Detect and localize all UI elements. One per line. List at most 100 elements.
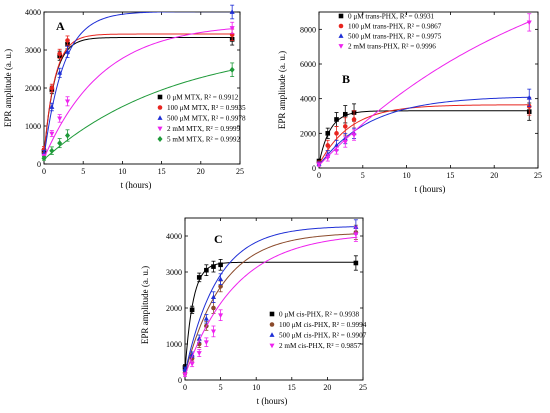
- panel-c-series-3-point: [203, 316, 209, 321]
- panel-c-series-4-point: [182, 372, 188, 378]
- panel-a-legend-marker-5: [157, 136, 163, 142]
- panel-a-series-3-point: [64, 49, 71, 54]
- panel-c-series-3-point: [353, 224, 359, 229]
- panel-a-series-5-point: [64, 132, 71, 139]
- panel-b-series-4-point: [316, 162, 322, 168]
- panel-b-legend-label-2: 100 μM trans-PHX, R² = 0.9867: [348, 23, 442, 31]
- panel-c-series-3-point: [218, 276, 224, 282]
- panel-b-series-4-point: [526, 20, 532, 26]
- panel-a-legend-label-3: 500 μM MTX, R² = 0.9978: [167, 115, 246, 123]
- panel-b-legend-marker-3: [338, 33, 344, 38]
- panel-c-letter: C: [214, 232, 223, 246]
- panel-b-legend-marker-2: [338, 23, 344, 29]
- panel-c-series-3-point: [189, 352, 195, 357]
- panel-c-y-tick-label: 4000: [166, 232, 182, 241]
- panel-c-legend-marker-4: [269, 343, 275, 349]
- panel-b-series-2-point: [334, 131, 339, 136]
- panel-b-series-2: [316, 97, 532, 166]
- panel-a-series-3: [41, 4, 235, 158]
- panel-a-legend-label-2: 100 μM MTX, R² = 0.9935: [167, 104, 246, 112]
- panel-c-legend-label-4: 2 mM cis-PHX, R² = 0.9857: [279, 342, 361, 350]
- panel-b-y-tick-label: 6000: [300, 60, 316, 69]
- panel-a-series-2-point: [57, 51, 62, 57]
- panel-b-series-1-point: [325, 131, 331, 136]
- panel-b-y-tick-label: 8000: [300, 25, 316, 34]
- panel-c-series-1-point: [189, 307, 195, 313]
- panel-a-series-4-point: [64, 99, 71, 105]
- panel-b-legend-label-3: 500 μM trans-PHX, R² = 0.9975: [348, 33, 442, 41]
- panel-a-series-3-fit-curve: [44, 12, 234, 158]
- panel-a-x-axis-label: t (hours): [121, 180, 152, 190]
- panel-c-series-1-point: [204, 267, 209, 273]
- panel-a-legend-label-1: 0 μM MTX, R² = 0.9912: [167, 94, 239, 102]
- panel-c-series-1-point: [218, 262, 223, 268]
- panel-b-series-4-point: [333, 148, 340, 154]
- panel-b-plot-frame: [318, 11, 539, 169]
- panel-c-series-4-point: [218, 313, 224, 318]
- panel-c-x-tick-label: 5: [219, 383, 223, 392]
- panel-c-legend-marker-3: [269, 332, 275, 337]
- panel-b-series-2-point: [351, 117, 357, 122]
- panel-a-x-tick-label: 25: [236, 167, 244, 176]
- panel-b-series-4: [316, 13, 532, 168]
- panel-c-y-tick-label: 3000: [166, 268, 182, 277]
- panel-b-series-4-point: [351, 133, 357, 138]
- panel-c: C t (hours) EPR amplitude (a. u.) 0 5 10 15…: [140, 217, 367, 406]
- panel-c-x-tick-label: 25: [359, 383, 367, 392]
- panel-c-series-3-fit-curve: [185, 226, 358, 373]
- panel-a-y-axis-label: EPR amplitude (a. u.): [3, 49, 13, 127]
- panel-c-series-4: [182, 226, 359, 378]
- panel-c-series-1-point: [353, 260, 359, 266]
- panel-c-series-4-point: [196, 351, 202, 356]
- panel-a-series-2-point: [65, 38, 70, 43]
- panel-a-series-1-fit-curve: [44, 36, 234, 157]
- panel-c-series-3-point: [196, 335, 202, 341]
- panel-c-legend-marker-1: [269, 311, 275, 317]
- panel-b-legend-label-4: 2 mM trans-PHX, R² = 0.9996: [348, 43, 436, 51]
- panel-a-legend-marker-3: [157, 115, 163, 120]
- panel-a-series-5-point: [49, 147, 55, 154]
- panel-c-series-4-point: [210, 329, 217, 335]
- panel-b-series-3-point: [526, 95, 532, 100]
- panel-c-series-2-fit-curve: [185, 233, 358, 374]
- panel-b-series-1-point: [342, 111, 348, 117]
- panel-c-x-axis-label: t (hours): [257, 396, 288, 406]
- panel-c-series-2-point: [218, 284, 223, 289]
- panel-b-legend-marker-1: [338, 13, 344, 19]
- panel-b-y-tick-label: 0: [312, 164, 316, 173]
- panel-c-legend-label-1: 0 μM cis-PHX, R² = 0.9938: [279, 311, 360, 319]
- panel-a-series-4-point: [49, 131, 55, 137]
- panel-b-legend-label-1: 0 μM trans-PHX, R² = 0.9931: [348, 13, 435, 21]
- panel-a-legend-marker-2: [157, 105, 163, 110]
- panel-b-y-tick-label: 4000: [300, 95, 316, 104]
- panel-a-y-tick-label: 4000: [25, 8, 41, 17]
- panel-c-x-tick-label: 10: [252, 383, 260, 392]
- panel-c-y-axis-label: EPR amplitude (a. u.): [140, 266, 150, 344]
- panel-b-y-tick-label: 2000: [300, 129, 316, 138]
- panel-c-legend-marker-2: [269, 322, 275, 327]
- panel-c-plot-frame: [184, 217, 364, 381]
- panel-a-x-tick-label: 5: [81, 167, 85, 176]
- panel-c-y-tick-label: 0: [178, 376, 182, 385]
- panel-b: B t (hours) EPR amplitude (a. u.) 0 5 10 15…: [277, 11, 542, 194]
- panel-b-letter: B: [342, 72, 350, 86]
- panel-b-x-tick-label: 0: [317, 171, 321, 180]
- panel-a: A t (hours) EPR amplitude (a. u.) 0 5 10 15…: [3, 4, 246, 190]
- panel-b-x-tick-label: 25: [534, 171, 542, 180]
- panel-c-series-1-point: [211, 264, 216, 269]
- panel-b-series-1-fit-curve: [319, 110, 531, 164]
- panel-a-series-3-point: [57, 70, 63, 75]
- panel-a-letter: A: [56, 19, 65, 33]
- panel-a-y-tick-label: 2000: [25, 84, 41, 93]
- panel-a-y-tick-label: 1000: [25, 122, 41, 131]
- panel-a-legend-marker-4: [157, 126, 163, 132]
- panel-a-series-5: [41, 62, 235, 162]
- panel-b-x-axis-label: t (hours): [415, 184, 446, 194]
- panel-c-y-tick-label: 2000: [166, 304, 182, 313]
- panel-c-legend-label-2: 100 μM cis-PHX, R² = 0.9994: [279, 321, 367, 329]
- panel-a-x-tick-label: 20: [197, 167, 205, 176]
- panel-c-series-3-point: [182, 366, 188, 372]
- panel-c-x-tick-label: 15: [288, 383, 296, 392]
- panel-b-series-2-point: [325, 143, 331, 148]
